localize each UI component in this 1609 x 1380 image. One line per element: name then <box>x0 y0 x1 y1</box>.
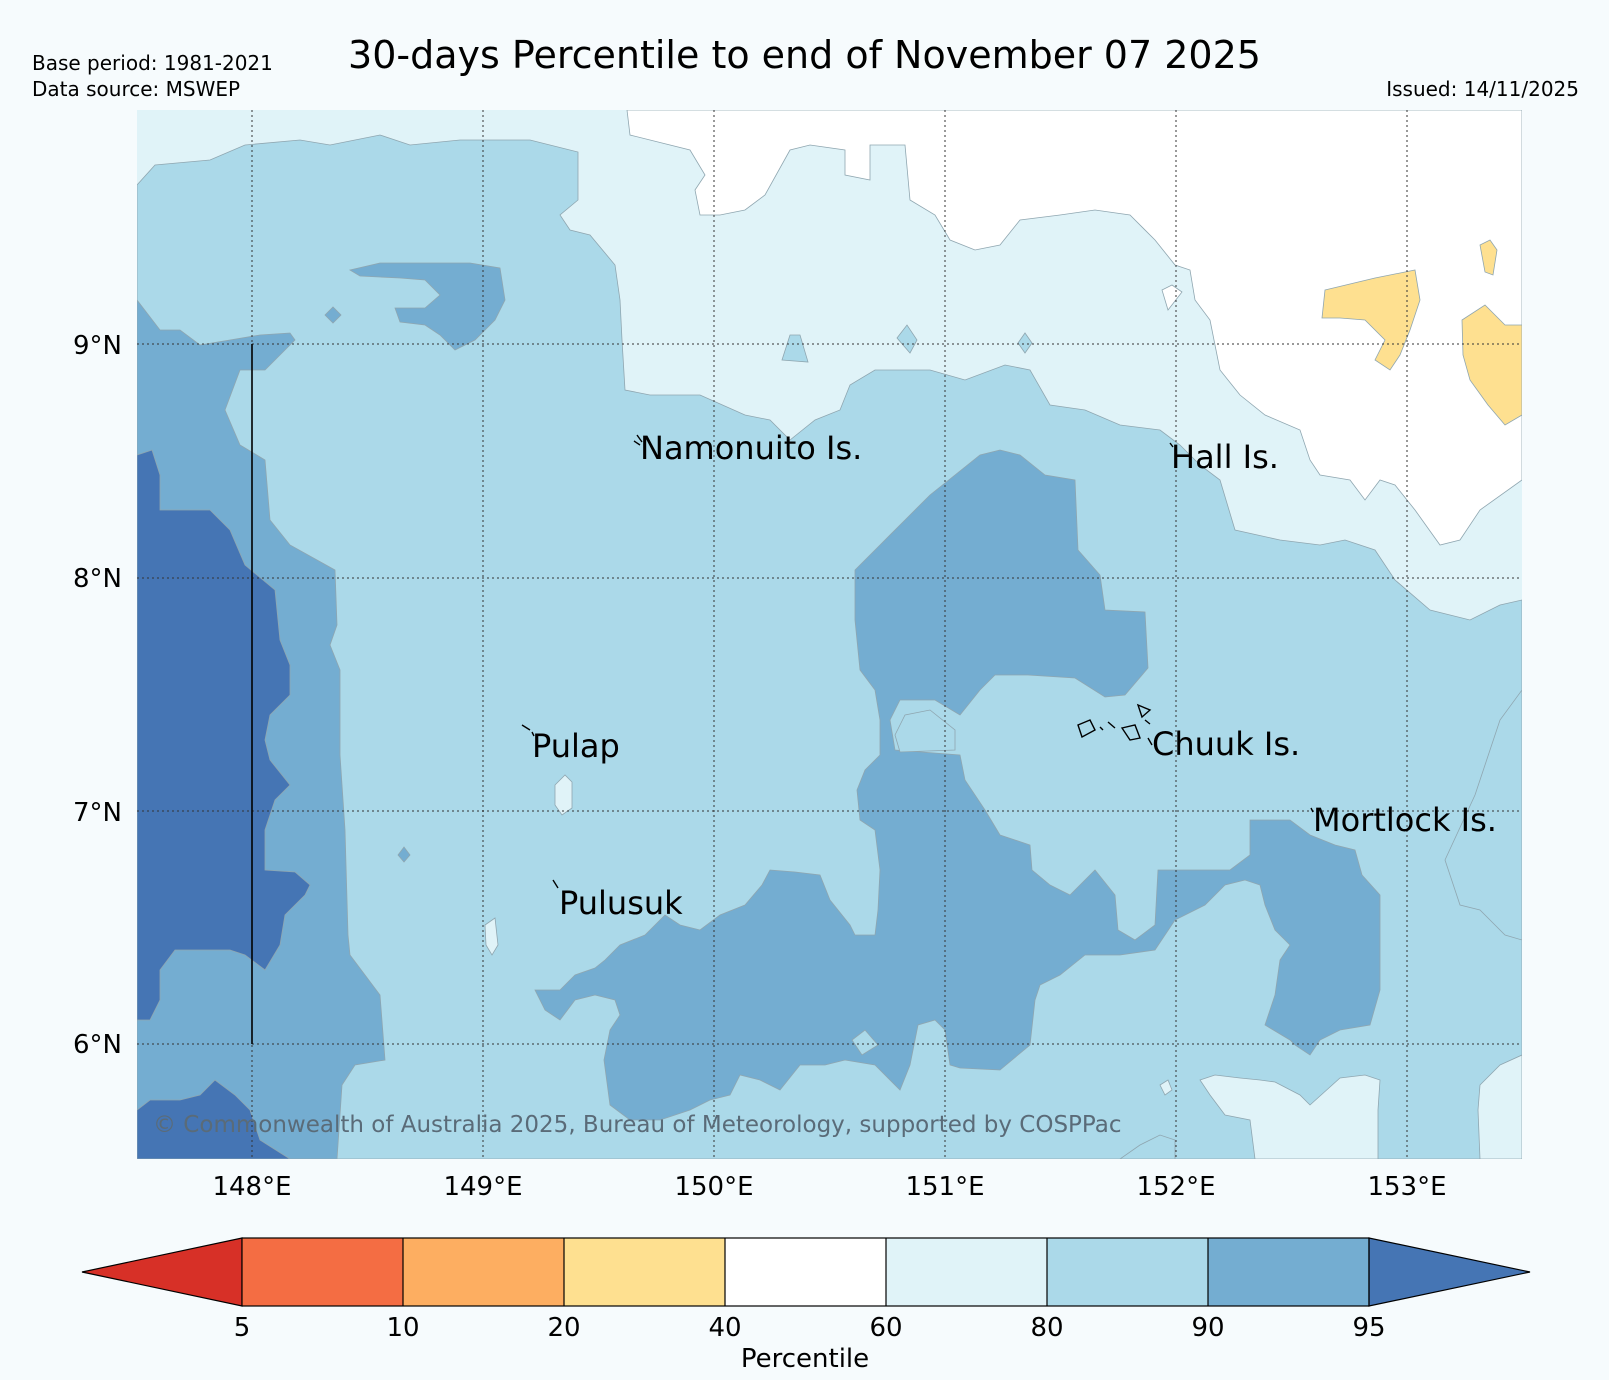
colorbar-segment-90-95 <box>1208 1238 1369 1306</box>
band-20-40-patch-a <box>1321 269 1421 371</box>
band-40-60-islet <box>1161 284 1183 311</box>
issued-date: Issued: 14/11/2025 <box>1386 77 1579 101</box>
colorbar-segment-5-10 <box>242 1238 403 1306</box>
band-60-80-islet-b <box>484 917 499 956</box>
lon-label-149e: 149°E <box>443 1172 522 1202</box>
copyright-notice: © Commonwealth of Australia 2025, Bureau… <box>153 1112 1122 1138</box>
graticule <box>137 110 1522 1159</box>
colorbar-tick-20: 20 <box>547 1313 580 1343</box>
place-label-pulusuk: Pulusuk <box>559 884 683 922</box>
colorbar-segment-60-80 <box>886 1238 1047 1306</box>
colorbar-segment-20-40 <box>564 1238 725 1306</box>
band-60-80-south <box>1199 1074 1381 1159</box>
band-90-95-north <box>348 262 506 351</box>
colorbar-label: Percentile <box>741 1344 869 1374</box>
island-outlines <box>521 434 1314 889</box>
band-90-95-central <box>534 449 1381 1121</box>
map-plot-area: Namonuito Is. Hall Is. Pulap Chuuk Is. M… <box>137 110 1522 1159</box>
colorbar-segment-40-60 <box>725 1238 886 1306</box>
colorbar-tick-60: 60 <box>869 1313 902 1343</box>
place-label-hall: Hall Is. <box>1171 438 1279 476</box>
place-label-chuuk: Chuuk Is. <box>1152 725 1300 763</box>
band-above-95-southwest <box>137 1079 291 1159</box>
colorbar-segment-10-20 <box>403 1238 564 1306</box>
band-20-40-patch-c <box>1479 239 1498 276</box>
lat-label-7n: 7°N <box>73 798 122 828</box>
band-80-90-islet-a <box>781 334 809 363</box>
lat-label-9n: 9°N <box>73 331 122 361</box>
band-above-95-west <box>137 449 311 1021</box>
lat-label-6n: 6°N <box>73 1030 122 1060</box>
colorbar: 5 10 20 40 60 80 90 95 Percentile <box>81 1237 1531 1374</box>
lon-label-150e: 150°E <box>674 1172 753 1202</box>
page-title: 30-days Percentile to end of November 07… <box>348 33 1261 77</box>
band-20-40-patch-b <box>1461 304 1522 426</box>
lon-label-151e: 151°E <box>905 1172 984 1202</box>
lat-label-8n: 8°N <box>73 564 122 594</box>
band-80-90-in-south <box>1119 1134 1176 1159</box>
band-60-80-islet-c <box>1159 1079 1173 1096</box>
place-label-pulap: Pulap <box>532 727 620 765</box>
band-60-80-islet-a <box>554 774 573 816</box>
lon-label-153e: 153°E <box>1367 1172 1446 1202</box>
band-40-60-northeast <box>626 110 1522 546</box>
colorbar-tick-5: 5 <box>234 1313 251 1343</box>
band-80-90-islet-b <box>896 324 918 354</box>
base-period: Base period: 1981-2021 <box>32 51 273 75</box>
colorbar-extend-high <box>1368 1237 1531 1307</box>
lon-label-152e: 152°E <box>1136 1172 1215 1202</box>
colorbar-segment-80-90 <box>1047 1238 1208 1306</box>
place-label-mortlock: Mortlock Is. <box>1313 801 1497 839</box>
longitude-labels: 148°E 149°E 150°E 151°E 152°E 153°E <box>212 1172 1446 1202</box>
band-80-90-hole-b <box>851 1029 879 1056</box>
place-label-namonuito: Namonuito Is. <box>640 429 862 467</box>
colorbar-tick-10: 10 <box>386 1313 419 1343</box>
map-metadata: Base period: 1981-2021 Data source: MSWE… <box>32 50 273 102</box>
colorbar-extend-low <box>81 1237 243 1307</box>
band-80-90-hole <box>894 709 956 753</box>
band-90-95-dot-a <box>324 306 342 324</box>
latitude-labels: 9°N 8°N 7°N 6°N <box>73 331 122 1060</box>
colorbar-tick-40: 40 <box>708 1313 741 1343</box>
colorbar-tick-90: 90 <box>1191 1313 1224 1343</box>
band-60-80-southeast <box>1477 1054 1522 1159</box>
colorbar-tick-95: 95 <box>1352 1313 1385 1343</box>
band-80-90-islet-c <box>1017 332 1033 354</box>
data-source: Data source: MSWEP <box>32 77 241 101</box>
colorbar-tick-80: 80 <box>1030 1313 1063 1343</box>
band-90-95-dot-b <box>397 846 411 863</box>
lon-label-148e: 148°E <box>212 1172 291 1202</box>
